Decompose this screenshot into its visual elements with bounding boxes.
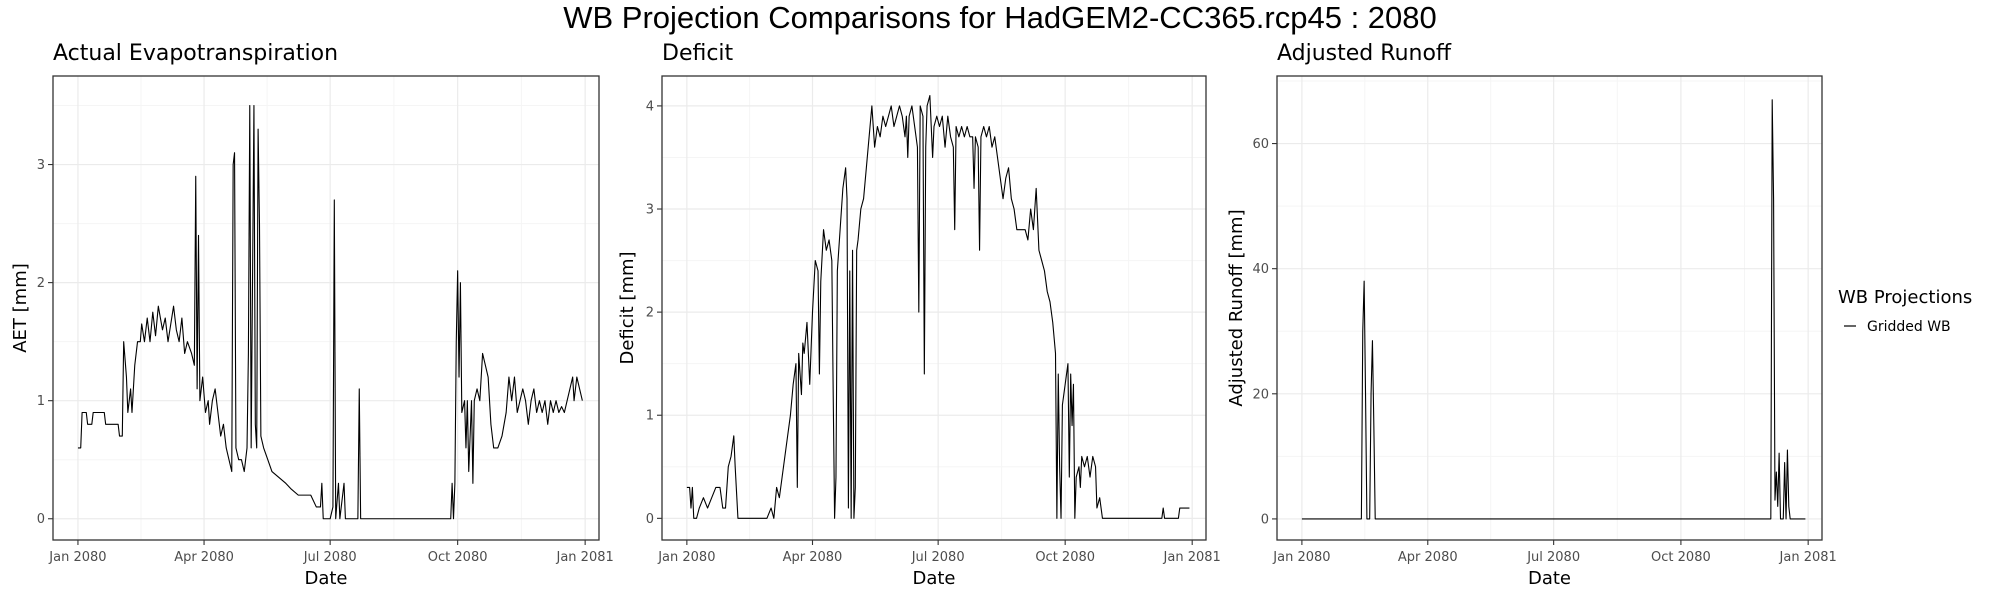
x-tick-label: Oct 2080 xyxy=(428,550,488,565)
panel-deficit: 0 1 2 3 4 Jan 2080 Apr 2080 Jul 2080 Oct 2080 Jan… xyxy=(617,41,1221,589)
panel-border xyxy=(661,75,1207,541)
y-tick-label: 60 xyxy=(1252,137,1269,152)
y-tick-label: 2 xyxy=(646,306,654,321)
x-tick-label: Apr 2080 xyxy=(1398,550,1458,565)
x-tick-label: Jan 2081 xyxy=(1163,550,1221,565)
y-axis-title: Deficit [mm] xyxy=(617,251,638,364)
x-tick-label: Jan 2081 xyxy=(1779,550,1837,565)
panel-aet: 0 1 2 3 Jan 2080 Apr 2080 Jul 2080 Oct 2080 Jan … xyxy=(10,41,614,589)
y-tick-label: 20 xyxy=(1252,387,1269,402)
panel-border xyxy=(52,75,600,541)
y-tick-label: 1 xyxy=(646,409,654,424)
y-tick-label: 0 xyxy=(1261,512,1269,527)
panel-title-deficit: Deficit xyxy=(662,41,734,66)
x-tick-label: Oct 2080 xyxy=(1651,550,1711,565)
y-tick-label: 3 xyxy=(37,158,45,173)
y-tick-label: 4 xyxy=(646,99,654,114)
x-tick-label: Oct 2080 xyxy=(1035,550,1095,565)
y-tick-label: 0 xyxy=(37,512,45,527)
legend-title: WB Projections xyxy=(1838,287,1972,308)
panel-border xyxy=(1276,75,1823,541)
y-tick-label: 2 xyxy=(37,276,45,291)
x-tick-label: Apr 2080 xyxy=(783,550,843,565)
x-tick-label: Jan 2080 xyxy=(1272,550,1330,565)
legend-label: Gridded WB xyxy=(1867,319,1951,335)
series-line-deficit xyxy=(686,95,1190,519)
y-tick-label: 40 xyxy=(1252,262,1269,277)
y-tick-label: 1 xyxy=(37,394,45,409)
panel-adjusted-runoff: 0 20 40 60 Jan 2080 Apr 2080 Jul 2080 Oct 2080 J… xyxy=(1226,41,1837,589)
x-tick-label: Jul 2080 xyxy=(911,550,965,565)
y-tick-label: 0 xyxy=(646,512,654,527)
legend: WB Projections Gridded WB xyxy=(1838,287,1972,335)
y-tick-label: 3 xyxy=(646,203,654,218)
x-tick-label: Jul 2080 xyxy=(303,550,357,565)
x-axis-title: Date xyxy=(304,568,347,589)
y-axis-title: Adjusted Runoff [mm] xyxy=(1226,209,1247,406)
series-line-aet xyxy=(77,104,583,520)
figure-title: WB Projection Comparisons for HadGEM2-CC… xyxy=(563,0,1437,35)
y-axis-title: AET [mm] xyxy=(10,263,31,353)
x-tick-label: Jan 2081 xyxy=(556,550,614,565)
x-tick-label: Apr 2080 xyxy=(174,550,234,565)
x-axis-title: Date xyxy=(912,568,955,589)
x-tick-label: Jan 2080 xyxy=(48,550,106,565)
x-tick-label: Jan 2080 xyxy=(657,550,715,565)
series-line-runoff xyxy=(1301,99,1806,520)
panel-title-aet: Actual Evapotranspiration xyxy=(53,41,338,66)
x-axis-title: Date xyxy=(1528,568,1571,589)
x-tick-label: Jul 2080 xyxy=(1526,550,1580,565)
panel-title-runoff: Adjusted Runoff xyxy=(1277,41,1452,66)
